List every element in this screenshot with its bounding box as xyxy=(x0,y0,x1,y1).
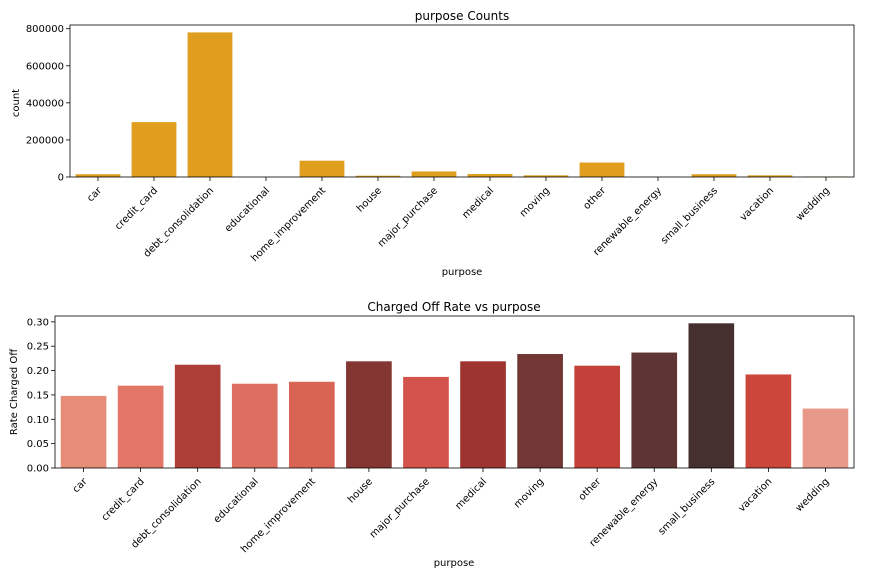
x-tick-label: small_business xyxy=(656,476,717,537)
y-tick-label: 0.20 xyxy=(27,366,49,377)
bar-credit-card xyxy=(131,122,177,177)
bar-house xyxy=(355,175,401,177)
bar-vacation xyxy=(747,175,793,177)
y-tick-label: 800000 xyxy=(26,24,64,35)
bar-car xyxy=(75,174,121,177)
bar-wedding xyxy=(802,408,849,468)
y-tick-label: 0.00 xyxy=(27,464,49,475)
x-tick-label: educational xyxy=(212,476,261,525)
bar-medical xyxy=(460,361,506,468)
x-tick-label: major_purchase xyxy=(368,476,432,540)
purpose-counts-chart: purpose Counts count purpose 0 200000 4000… xyxy=(11,9,855,278)
x-tick-label: medical xyxy=(460,185,496,221)
y-tick-label: 0 xyxy=(58,173,64,184)
x-axis-label: purpose xyxy=(442,267,483,278)
y-tick-label: 0.05 xyxy=(27,439,49,450)
bar-medical xyxy=(467,174,513,177)
bar-small-business xyxy=(691,174,737,177)
x-tick-label: wedding xyxy=(794,476,832,514)
x-axis-label: purpose xyxy=(434,558,475,568)
y-tick-label: 0.15 xyxy=(27,390,49,401)
bar-major-purchase xyxy=(403,376,449,468)
y-tick-label: 200000 xyxy=(26,135,64,146)
x-tick-label: house xyxy=(346,476,375,505)
x-tick-label: other xyxy=(582,185,609,212)
y-tick-label: 0.30 xyxy=(27,317,49,328)
bar-other xyxy=(574,365,621,468)
x-tick-label: educational xyxy=(223,185,272,234)
x-tick-label: wedding xyxy=(794,185,832,223)
bar-credit-card xyxy=(117,385,164,468)
y-tick-label: 600000 xyxy=(26,61,64,72)
x-tick-label: vacation xyxy=(738,185,776,223)
x-tick-label: small_business xyxy=(659,185,720,246)
y-axis-label: count xyxy=(11,89,22,117)
x-tick-label: medical xyxy=(453,476,489,512)
x-tick-label: credit_card xyxy=(113,185,160,232)
x-tick-label: credit_card xyxy=(100,476,147,523)
bar-educational xyxy=(231,383,278,468)
bar-vacation xyxy=(745,374,792,468)
y-tick-label: 0.10 xyxy=(27,415,49,426)
x-tick-label: vacation xyxy=(736,476,774,514)
bar-debt-consolidation xyxy=(187,32,233,177)
bar-moving xyxy=(517,354,563,468)
bar-other xyxy=(579,162,625,177)
bar-small-business xyxy=(688,323,735,468)
bar-home-improvement xyxy=(299,160,345,177)
charged-off-rate-chart: Charged Off Rate vs purpose Rate Charged… xyxy=(9,300,855,568)
bar-home-improvement xyxy=(288,381,335,468)
bar-debt-consolidation xyxy=(174,364,221,468)
bar-renewable-energy xyxy=(631,352,678,468)
x-tick-label: major_purchase xyxy=(376,185,440,249)
x-tick-label: moving xyxy=(512,476,546,510)
y-axis-label: Rate Charged Off xyxy=(9,348,20,435)
y-tick-label: 400000 xyxy=(26,98,64,109)
y-tick-label: 0.25 xyxy=(27,342,49,353)
plot-frame xyxy=(69,24,855,178)
bar-house xyxy=(346,361,392,468)
x-tick-label: house xyxy=(355,185,384,214)
bar-car xyxy=(60,395,107,468)
plot-frame xyxy=(54,315,855,469)
chart-title: purpose Counts xyxy=(415,9,509,23)
bar-moving xyxy=(523,175,569,177)
chart-title: Charged Off Rate vs purpose xyxy=(367,300,540,314)
x-tick-label: moving xyxy=(518,185,552,219)
bar-major-purchase xyxy=(411,171,457,177)
x-tick-label: car xyxy=(85,185,105,205)
x-tick-label: other xyxy=(577,476,604,503)
x-tick-label: car xyxy=(71,476,91,496)
